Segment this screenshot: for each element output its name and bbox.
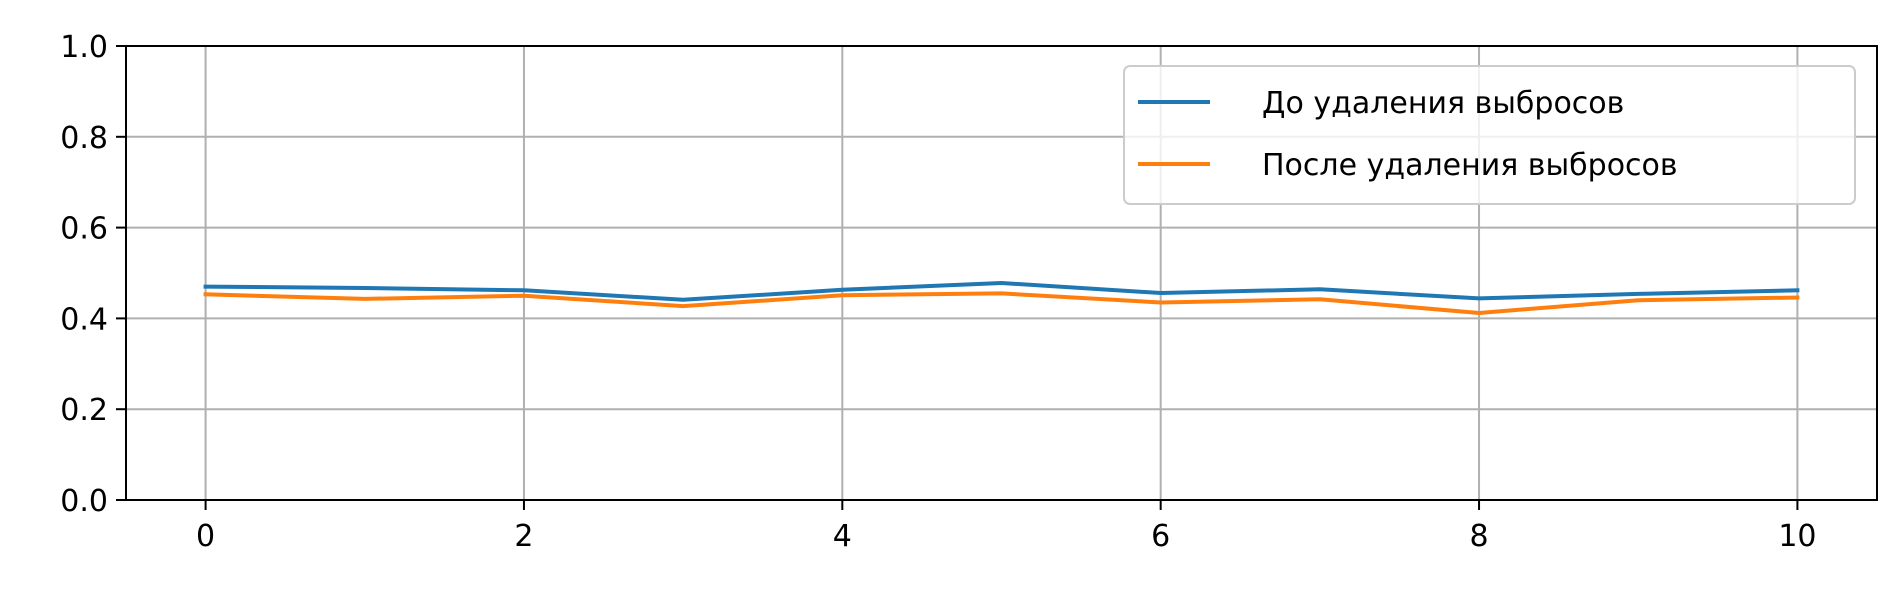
y-tick-label: 0.8 (60, 121, 108, 156)
y-tick-label: 0.2 (60, 393, 108, 428)
legend: До удаления выбросов После удаления выбро… (1123, 65, 1856, 205)
x-tick-label: 8 (1469, 519, 1488, 554)
y-tick-label: 0.0 (60, 484, 108, 519)
x-tick-label: 2 (514, 519, 533, 554)
x-tick-label: 0 (196, 519, 215, 554)
plot-frame (125, 45, 1878, 501)
series-lines (203, 281, 1800, 315)
axis-ticks: 0 2 4 6 8 10 0.0 0.2 0.4 0.6 0.8 1.0 (60, 30, 1816, 554)
series-line-2 (203, 291, 1800, 315)
legend-label: До удаления выбросов (1262, 86, 1624, 121)
x-tick-label: 10 (1778, 519, 1816, 554)
legend-label: После удаления выбросов (1262, 148, 1678, 183)
y-tick-label: 0.6 (60, 212, 108, 247)
y-tick-label: 0.4 (60, 302, 108, 337)
x-tick-label: 6 (1151, 519, 1170, 554)
series-line-1 (203, 281, 1800, 302)
legend-box (1123, 65, 1856, 205)
x-tick-label: 4 (833, 519, 852, 554)
y-tick-label: 1.0 (60, 30, 108, 65)
